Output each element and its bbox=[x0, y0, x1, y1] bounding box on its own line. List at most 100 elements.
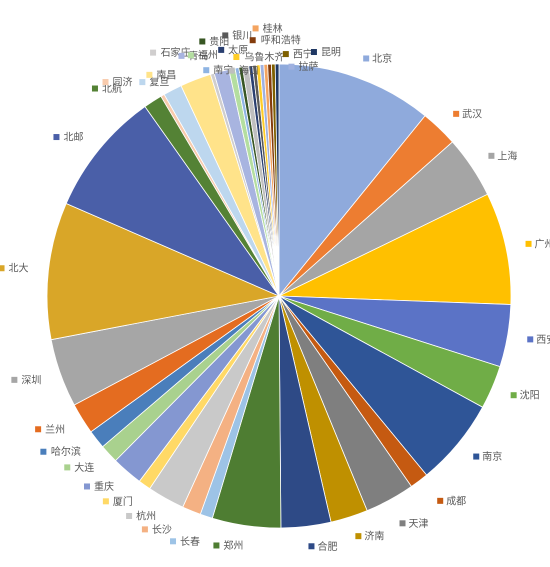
pie-label: 北航 bbox=[91, 82, 122, 95]
pie-label: 石家庄 bbox=[150, 46, 191, 59]
pie-label: 广州 bbox=[525, 238, 550, 250]
legend-key bbox=[399, 520, 406, 527]
pie-label-text: 乌鲁木齐 bbox=[244, 51, 284, 64]
pie-label: 合肥 bbox=[308, 540, 337, 553]
legend-key bbox=[308, 543, 315, 550]
legend-key bbox=[139, 79, 146, 86]
pie-label-text: 南京 bbox=[482, 450, 502, 463]
legend-key bbox=[170, 538, 177, 545]
pie-label: 北邮 bbox=[53, 131, 83, 144]
pie-slice bbox=[278, 193, 512, 305]
legend-key bbox=[288, 63, 295, 70]
pie-label-text: 桂林 bbox=[263, 22, 283, 35]
pie-label-text: 大连 bbox=[74, 461, 94, 474]
pie-label: 济南 bbox=[355, 530, 384, 543]
pie-label-text: 北航 bbox=[102, 82, 122, 95]
pie-label-text: 哈尔滨 bbox=[51, 445, 81, 458]
pie-label: 海口 bbox=[228, 64, 259, 77]
legend-key bbox=[102, 79, 109, 86]
legend-key bbox=[146, 71, 153, 78]
pie-label: 福州 bbox=[187, 49, 218, 62]
pie-label: 厦门 bbox=[102, 495, 133, 508]
pie-label: 西安 bbox=[527, 333, 550, 346]
pie-label-text: 银川 bbox=[232, 29, 252, 42]
pie-slice bbox=[65, 106, 281, 297]
pie-label: 沈阳 bbox=[510, 389, 540, 402]
pie-label-text: 兰州 bbox=[45, 423, 65, 436]
pie-label: 南宁 bbox=[203, 64, 233, 77]
pie-label: 重庆 bbox=[83, 480, 114, 493]
pie-label-text: 天津 bbox=[409, 518, 429, 530]
pie-label: 郑州 bbox=[213, 539, 243, 552]
legend-key bbox=[102, 498, 109, 505]
pie-label-text: 西宁 bbox=[293, 48, 313, 61]
legend-key bbox=[91, 85, 98, 92]
legend-key bbox=[83, 483, 90, 490]
pie-label-text: 合肥 bbox=[317, 540, 337, 553]
legend-key bbox=[363, 55, 370, 62]
pie-label-text: 石家庄 bbox=[161, 46, 191, 59]
pie-label-text: 昆明 bbox=[321, 47, 341, 59]
pie-label: 哈尔滨 bbox=[40, 445, 81, 458]
legend-key bbox=[222, 32, 229, 39]
pie-label-text: 郑州 bbox=[223, 539, 243, 552]
pie-slice bbox=[46, 202, 281, 341]
legend-key bbox=[178, 52, 185, 59]
pie-label: 深圳 bbox=[11, 374, 41, 386]
pie-label: 呼和浩特 bbox=[249, 35, 301, 47]
pie-label-text: 杭州 bbox=[136, 509, 156, 522]
pie-label-text: 厦门 bbox=[113, 495, 133, 508]
legend-key bbox=[126, 512, 133, 519]
pie-label-text: 长春 bbox=[180, 536, 200, 548]
pie-label-text: 海口 bbox=[239, 64, 259, 77]
legend-key bbox=[510, 392, 517, 399]
pie-label-text: 同济 bbox=[113, 76, 133, 89]
pie-label: 西宁 bbox=[282, 48, 313, 61]
pie-label: 杭州 bbox=[126, 509, 156, 522]
legend-key bbox=[199, 38, 206, 45]
pie-label: 银川 bbox=[222, 29, 252, 42]
pie-label: 成都 bbox=[437, 495, 466, 507]
pie-label: 桂林 bbox=[252, 22, 283, 35]
pie-label: 复旦 bbox=[139, 76, 169, 89]
pie-label-text: 武汉 bbox=[462, 107, 482, 120]
legend-key bbox=[150, 49, 157, 56]
legend-key bbox=[228, 67, 235, 74]
pie-label: 北大 bbox=[0, 262, 29, 275]
pie-label-text: 南昌 bbox=[156, 68, 176, 81]
legend-key bbox=[437, 497, 444, 504]
pie-label: 南京 bbox=[473, 450, 502, 463]
pie-label-text: 西安 bbox=[536, 333, 550, 346]
pie-label-text: 上海 bbox=[497, 149, 517, 162]
pie-label: 拉萨 bbox=[288, 60, 318, 73]
pie-label-text: 福州 bbox=[198, 49, 218, 62]
legend-key bbox=[141, 526, 148, 533]
pie-label: 长春 bbox=[170, 536, 200, 548]
pie-label-text: 呼和浩特 bbox=[261, 35, 301, 47]
legend-key bbox=[53, 134, 60, 141]
pie-label: 南昌 bbox=[146, 68, 176, 81]
pie-label: 上海 bbox=[488, 149, 517, 162]
pie-label-text: 北京 bbox=[372, 52, 392, 65]
pie-label-text: 成都 bbox=[446, 495, 466, 507]
pie-label-text: 复旦 bbox=[149, 76, 169, 89]
legend-key bbox=[203, 67, 210, 74]
legend-key bbox=[525, 240, 532, 247]
pie-label-text: 北大 bbox=[9, 262, 29, 275]
legend-key bbox=[40, 448, 47, 455]
legend-key bbox=[249, 37, 256, 44]
legend-key bbox=[35, 426, 42, 433]
legend-key bbox=[218, 46, 225, 53]
pie-label: 北京 bbox=[363, 52, 392, 65]
legend-key bbox=[233, 54, 240, 61]
pie-label: 太原 bbox=[218, 43, 248, 56]
legend-key bbox=[310, 49, 317, 56]
legend-key bbox=[11, 376, 18, 383]
legend-key bbox=[453, 110, 460, 117]
pie-label-text: 重庆 bbox=[94, 480, 114, 493]
pie-label-text: 北邮 bbox=[63, 131, 83, 144]
legend-key bbox=[355, 533, 362, 540]
